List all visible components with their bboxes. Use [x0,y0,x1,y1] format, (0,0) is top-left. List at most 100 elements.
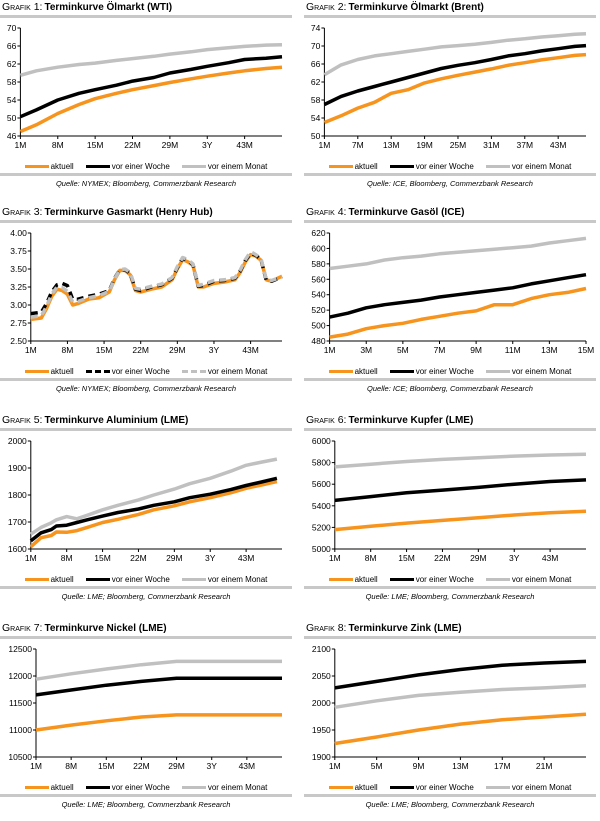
series-line-aktuell [334,712,587,746]
x-tick-label: 29M [162,140,179,150]
line-chart: 5000 5200 5400 5600 5800 6000 1M 8M 15M 22M 29M 3Y 4… [312,436,587,563]
y-tick-label: 70 [7,23,17,33]
legend-label: aktuell [354,782,378,792]
y-tick-label: 50 [7,113,17,123]
legend-item: vor einer Woche [389,575,474,584]
y-tick-label: 580 [311,259,325,269]
source-note: Quelle: LME; Bloomberg, Commerzbank Rese… [365,800,535,809]
y-tick-label: 54 [311,113,321,123]
divider [304,15,596,18]
legend-item: vor einer Woche [85,783,170,792]
series-line-aktuell [19,65,283,134]
chart-panel-brent: Grafik 2: Terminkurve Ölmarkt (Brent) 50 5… [304,0,600,200]
legend-swatch [389,164,414,168]
y-tick-label: 1950 [312,725,331,735]
y-tick-label: 62 [7,59,17,69]
series-line-aktuell [30,252,283,322]
legend-label: aktuell [354,161,378,171]
divider [0,636,292,639]
legend: aktuell vor einer Woche vor einem Monat [0,573,292,585]
y-tick-label: 62 [311,77,321,87]
divider [304,428,596,431]
chart-title: Grafik 6: Terminkurve Kupfer (LME) [306,414,473,426]
legend-swatch [389,577,414,581]
series-line-vor-einer-woche [29,476,278,543]
legend: aktuell vor einer Woche vor einem Monat [0,365,292,377]
series-line-aktuell [323,52,587,125]
divider [304,586,596,589]
x-tick-label: 43M [238,553,255,563]
y-tick-label: 10500 [8,752,32,762]
y-tick-label: 50 [311,131,321,141]
source-note: Quelle: LME; Bloomberg, Commerzbank Rese… [61,592,231,601]
y-tick-label: 2.50 [10,336,27,346]
y-tick-label: 2050 [312,671,331,681]
divider [0,15,292,18]
chart-panel-henry-hub: Grafik 3: Terminkurve Gasmarkt (Henry Hub… [0,205,296,405]
chart-panel-gasoil: Grafik 4: Terminkurve Gasöl (ICE) 480 500 5… [304,205,600,405]
legend-label: vor einer Woche [111,366,170,376]
series-line-vor-einem-monat [35,659,282,681]
x-tick-label: 7M [352,140,364,150]
x-tick-label: 22M [130,553,147,563]
line-chart: 10500 11000 11500 12000 12500 1M 8M 15M 22M 29M 3Y… [8,644,282,771]
legend-label: vor einer Woche [111,574,170,584]
x-tick-label: 43M [542,553,559,563]
legend: aktuell vor einer Woche vor einem Monat [304,160,596,172]
series-line-vor-einer-woche [334,659,587,690]
chart-title: Grafik 1: Terminkurve Ölmarkt (WTI) [2,1,172,13]
y-tick-label: 74 [311,23,321,33]
y-tick-label: 12000 [8,671,32,681]
legend-label: aktuell [354,574,378,584]
line-chart: 1900 1950 2000 2050 2100 1M 5M 9M 13M 17M 21M [312,644,587,771]
source-note: Quelle: LME; Bloomberg, Commerzbank Rese… [61,800,231,809]
legend-label: vor einer Woche [111,161,170,171]
x-tick-label: 5M [397,345,409,355]
legend-label: vor einem Monat [511,782,572,792]
y-tick-label: 2000 [8,436,27,446]
series-line-vor-einer-woche [323,43,587,107]
x-tick-label: 29M [166,553,183,563]
x-tick-label: 15M [96,345,113,355]
chart-number: Grafik 7: [2,622,43,634]
legend-swatch [85,369,110,373]
x-tick-label: 43M [242,345,259,355]
x-tick-label: 8M [62,345,74,355]
x-tick-label: 37M [517,140,534,150]
x-tick-label: 5M [371,761,383,771]
chart-title-text: Terminkurve Ölmarkt (Brent) [348,2,484,13]
legend-item: vor einem Monat [181,367,267,376]
x-tick-label: 3Y [209,345,220,355]
x-tick-label: 15M [98,761,115,771]
x-tick-label: 22M [133,761,150,771]
y-tick-label: 66 [7,41,17,51]
y-tick-label: 5400 [312,501,331,511]
x-tick-label: 9M [470,345,482,355]
chart-title-text: Terminkurve Nickel (LME) [44,623,167,634]
divider [304,173,596,176]
legend-swatch [24,164,49,168]
y-tick-label: 500 [311,321,325,331]
x-tick-label: 13M [383,140,400,150]
x-tick-label: 25M [450,140,467,150]
legend-swatch [389,785,414,789]
series-line-vor-einem-monat [29,457,278,536]
series-line-aktuell [334,509,587,532]
line-chart: 46 50 54 58 62 66 70 1M 8M 15M 22M 29M 3Y 43M [7,23,283,150]
legend: aktuell vor einer Woche vor einem Monat [304,781,596,793]
divider [304,220,596,223]
chart-title: Grafik 7: Terminkurve Nickel (LME) [2,622,167,634]
y-tick-label: 620 [311,228,325,238]
y-tick-label: 520 [311,305,325,315]
legend-label: vor einem Monat [511,574,572,584]
legend-label: vor einem Monat [207,574,268,584]
source-note: Quelle: ICE, Bloomberg, Commerzbank Rese… [367,179,533,188]
series-line-vor-einer-woche [19,55,283,119]
chart-title-text: Terminkurve Aluminium (LME) [44,415,189,426]
legend: aktuell vor einer Woche vor einem Monat [304,365,596,377]
chart-title: Grafik 4: Terminkurve Gasöl (ICE) [306,206,464,218]
x-tick-label: 1M [324,345,336,355]
y-tick-label: 58 [7,77,17,87]
x-tick-label: 8M [65,761,77,771]
series-line-aktuell [329,286,587,339]
